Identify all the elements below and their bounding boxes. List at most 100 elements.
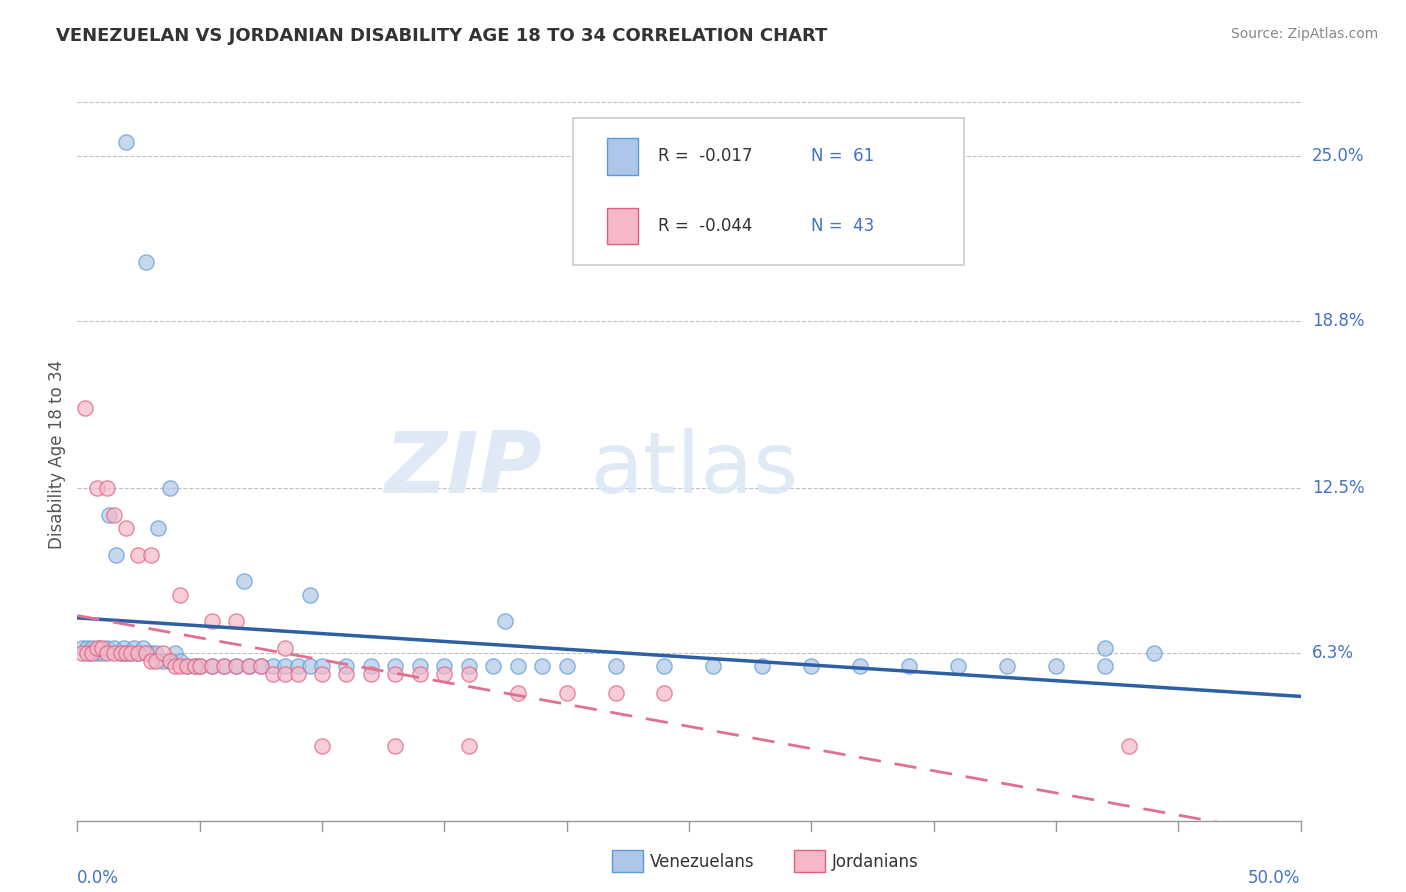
Point <box>555 659 578 673</box>
Point <box>159 654 181 668</box>
Point <box>457 667 479 681</box>
Point <box>115 136 138 150</box>
Text: Venezuelans: Venezuelans <box>650 853 754 871</box>
Point <box>169 588 191 602</box>
Point <box>654 686 676 700</box>
Point <box>274 667 297 681</box>
Point <box>506 686 529 700</box>
Point <box>531 659 554 673</box>
FancyBboxPatch shape <box>607 208 637 244</box>
Point <box>120 646 142 660</box>
Point <box>176 659 198 673</box>
Point <box>115 646 138 660</box>
Point <box>262 659 284 673</box>
Point <box>238 659 260 673</box>
Text: R =  -0.017: R = -0.017 <box>658 147 752 166</box>
Point <box>898 659 921 673</box>
Text: 12.5%: 12.5% <box>1312 479 1364 497</box>
Point <box>165 646 187 660</box>
Text: VENEZUELAN VS JORDANIAN DISABILITY AGE 18 TO 34 CORRELATION CHART: VENEZUELAN VS JORDANIAN DISABILITY AGE 1… <box>56 27 828 45</box>
Point <box>165 659 187 673</box>
Point <box>605 659 627 673</box>
Point <box>188 659 211 673</box>
Text: 6.3%: 6.3% <box>1312 644 1354 662</box>
Point <box>212 659 235 673</box>
Point <box>1094 640 1116 655</box>
Point <box>80 646 103 660</box>
Point <box>132 640 155 655</box>
Point <box>849 659 872 673</box>
Point <box>115 521 138 535</box>
Point <box>201 659 224 673</box>
Point <box>135 646 157 660</box>
Y-axis label: Disability Age 18 to 34: Disability Age 18 to 34 <box>48 360 66 549</box>
Point <box>80 640 103 655</box>
Point <box>76 646 98 660</box>
Point <box>360 659 382 673</box>
Point <box>86 640 108 655</box>
Point <box>311 739 333 754</box>
Point <box>98 508 121 522</box>
Point <box>335 659 357 673</box>
Point <box>176 659 198 673</box>
Point <box>139 548 162 562</box>
Point <box>238 659 260 673</box>
Point <box>311 659 333 673</box>
Point <box>135 255 157 269</box>
Point <box>90 646 112 660</box>
Point <box>482 659 505 673</box>
Point <box>110 646 132 660</box>
Point <box>76 640 98 655</box>
Point <box>89 640 111 655</box>
Point <box>86 646 108 660</box>
Point <box>159 481 181 495</box>
Point <box>127 646 149 660</box>
Point <box>201 659 224 673</box>
Point <box>152 646 174 660</box>
Point <box>274 659 297 673</box>
Point <box>145 646 167 660</box>
Point <box>495 614 517 628</box>
Point <box>800 659 823 673</box>
Point <box>145 654 167 668</box>
Point <box>335 667 357 681</box>
Point <box>1118 739 1140 754</box>
Point <box>112 640 135 655</box>
Point <box>122 640 145 655</box>
Point <box>702 659 724 673</box>
Point <box>110 646 132 660</box>
Point <box>103 508 125 522</box>
Point <box>1143 646 1166 660</box>
Point <box>96 646 118 660</box>
Point <box>169 659 191 673</box>
Text: 18.8%: 18.8% <box>1312 311 1364 330</box>
Point <box>250 659 273 673</box>
Point <box>250 659 273 673</box>
Point <box>225 614 247 628</box>
Point <box>184 659 207 673</box>
Point <box>506 659 529 673</box>
Point <box>127 548 149 562</box>
Text: N =  61: N = 61 <box>811 147 875 166</box>
Point <box>384 667 406 681</box>
Point <box>212 659 235 673</box>
Text: atlas: atlas <box>591 428 799 511</box>
FancyBboxPatch shape <box>607 138 637 175</box>
Point <box>139 654 162 668</box>
Point <box>96 481 118 495</box>
Point <box>384 739 406 754</box>
Point <box>115 646 138 660</box>
Point <box>79 646 101 660</box>
Point <box>287 659 309 673</box>
Text: 0.0%: 0.0% <box>77 869 120 887</box>
Point <box>159 654 181 668</box>
Point <box>201 614 224 628</box>
Point <box>73 401 96 416</box>
Point <box>433 667 456 681</box>
Point <box>152 654 174 668</box>
Point <box>96 640 118 655</box>
Point <box>298 659 321 673</box>
Point <box>605 686 627 700</box>
FancyBboxPatch shape <box>572 119 965 265</box>
Point <box>274 640 297 655</box>
